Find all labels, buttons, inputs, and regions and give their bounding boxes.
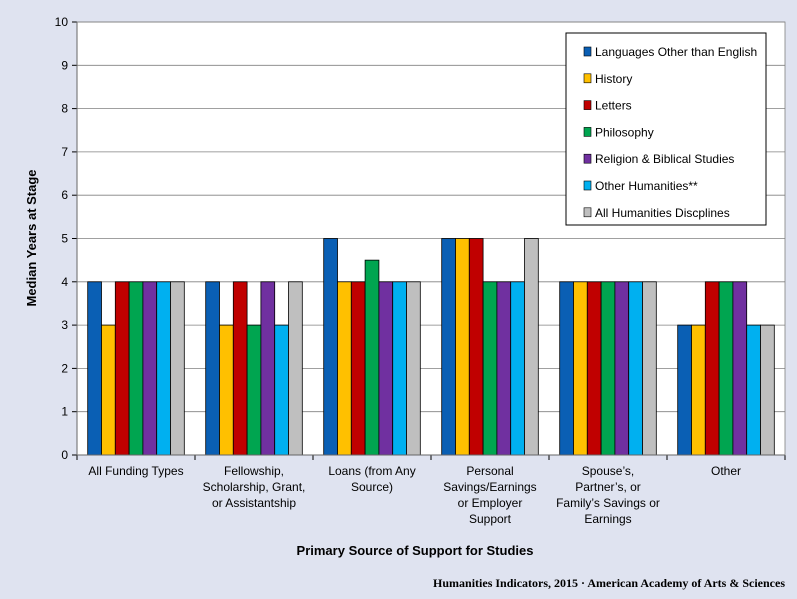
bar [378,281,394,456]
bar [350,281,366,456]
y-tick-label: 7 [61,145,68,159]
bar [392,281,407,456]
bar [288,281,303,456]
y-tick-label: 6 [61,188,68,202]
bar [260,281,276,456]
x-category-label: Loans (from Any Source) [328,464,415,494]
bar [246,324,262,456]
x-category-label: Other [711,464,741,478]
bar [573,281,588,456]
bar [482,281,498,456]
bar [468,238,484,456]
legend-label: Letters [595,99,632,113]
bar [586,281,602,456]
plot-border [76,21,786,456]
bar [232,281,248,456]
legend-label: History [595,72,632,86]
y-tick-label: 4 [61,275,68,289]
y-axis-title: Median Years at Stage [24,169,39,306]
bar [691,324,706,456]
y-tick-label: 3 [61,318,68,332]
legend-label: Religion & Biblical Studies [595,152,734,166]
bar [156,281,171,456]
y-tick-label: 1 [61,405,68,419]
bar [87,281,102,456]
bar [524,238,539,456]
x-axis-title: Primary Source of Support for Studies [297,543,534,558]
y-tick-label: 2 [61,361,68,375]
legend-swatch [583,127,592,137]
bar [760,324,775,456]
bar [704,281,720,456]
bar [614,281,630,456]
legend-swatch [583,100,592,110]
bar [364,259,380,456]
bar [406,281,421,456]
bar [496,281,512,456]
bar [559,281,574,456]
bar [101,324,116,456]
credit-line: Humanities Indicators, 2015 · American A… [433,576,785,590]
legend: Languages Other than English History Lette… [565,32,767,226]
legend-label: Other Humanities** [595,179,698,193]
bar [114,281,130,456]
bar [510,281,525,456]
bar [718,281,734,456]
bar [746,324,761,456]
bar [441,238,456,456]
bar [142,281,158,456]
bar [128,281,144,456]
y-tick-label: 9 [61,58,68,72]
bar [455,238,470,456]
legend-swatch [583,73,592,84]
bar [628,281,643,456]
legend-label: Philosophy [595,125,654,139]
x-category-label: Personal Savings/Earnings or Employer Suppo… [443,464,536,526]
legend-swatch [583,46,592,57]
bar [642,281,657,456]
legend-swatch [583,153,592,164]
y-axis-ticks: 0 1 2 3 4 5 6 7 8 9 10 [55,15,77,462]
legend-box [565,32,767,226]
y-tick-label: 10 [55,15,69,29]
bar [274,324,289,456]
bar [732,281,748,456]
legend-label: Languages Other than English [595,45,757,59]
x-category-label: Spouse’s, Partner’s, or Family’s Savings o… [556,464,660,526]
legend-label: All Humanities Discplines [595,206,730,220]
bar [323,238,338,456]
bar [170,281,185,456]
y-tick-label: 0 [61,448,68,462]
bar [677,324,692,456]
y-tick-label: 5 [61,232,68,246]
x-category-label: All Funding Types [88,464,183,478]
bar [337,281,352,456]
legend-swatch [583,180,592,191]
bar [219,324,234,456]
x-axis-ticks: All Funding Types Fellowship, Scholarship,… [76,455,786,526]
x-category-label: Fellowship, Scholarship, Grant, or Assista… [203,464,306,510]
bar [600,281,616,456]
legend-swatch [583,207,592,218]
y-tick-label: 8 [61,102,68,116]
bar [205,281,220,456]
